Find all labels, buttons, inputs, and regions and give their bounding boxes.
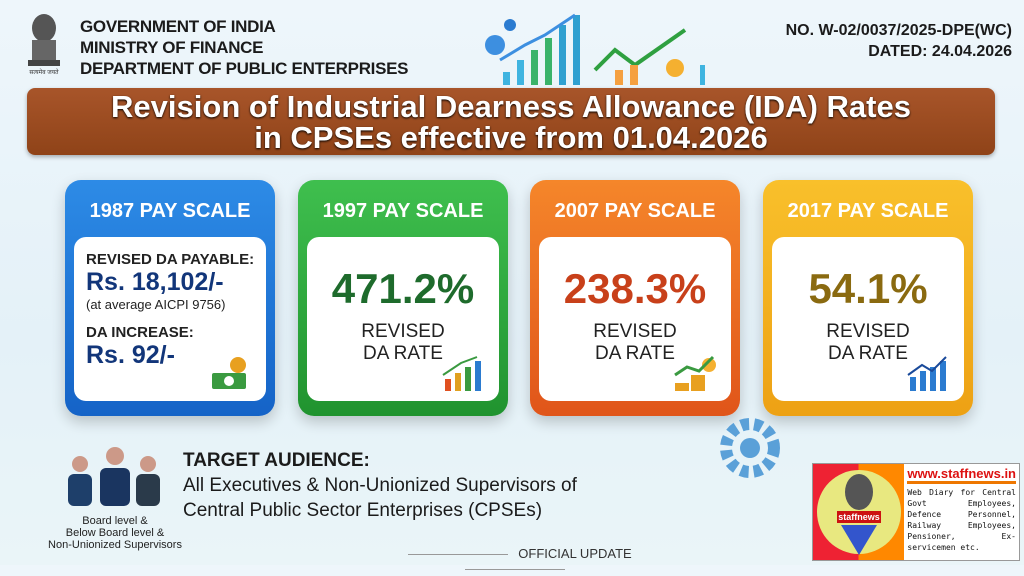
reference-block: NO. W-02/0037/2025-DPE(WC) DATED: 24.04.… xyxy=(786,20,1012,62)
title-line: Revision of Industrial Dearness Allowanc… xyxy=(111,89,911,124)
people-label-line: Board level & xyxy=(82,515,148,527)
rate-label: DA RATE xyxy=(363,343,443,364)
increase-value: Rs. 92/- xyxy=(86,341,175,369)
org-line: DEPARTMENT OF PUBLIC ENTERPRISES xyxy=(80,59,409,78)
card-1997-pay-scale: 1997 PAY SCALE 471.2% REVISED DA RATE xyxy=(298,180,508,416)
reference-number: NO. W-02/0037/2025-DPE(WC) xyxy=(785,22,1012,39)
card-header: 1987 PAY SCALE xyxy=(89,200,251,222)
title-banner: Revision of Industrial Dearness Allowanc… xyxy=(27,88,995,155)
title-line: in CPSEs effective from 01.04.2026 xyxy=(254,120,768,155)
card-header: 1997 PAY SCALE xyxy=(322,200,484,222)
people-label-line: Below Board level & xyxy=(65,527,165,539)
staffnews-logo[interactable]: staffnews www.staffnews.in Web Diary for… xyxy=(812,463,1020,561)
website-link[interactable]: www.staffnews.in xyxy=(907,466,1016,484)
payable-value: Rs. 18,102/- xyxy=(86,268,224,296)
da-rate-value: 238.3% xyxy=(563,265,707,312)
target-audience-text: All Executives & Non-Unionized Superviso… xyxy=(183,475,577,496)
people-label: Board level & Below Board level & Non-Un… xyxy=(40,515,190,551)
target-audience-heading: TARGET AUDIENCE: xyxy=(183,450,370,471)
bar-chart-icon xyxy=(907,356,947,391)
org-line: MINISTRY OF FINANCE xyxy=(80,38,264,57)
date: DATED: 24.04.2026 xyxy=(868,43,1012,60)
card-header: 2007 PAY SCALE xyxy=(554,200,716,222)
national-emblem-icon: सत्यमेव जयते xyxy=(28,14,60,76)
card-1987-pay-scale: 1987 PAY SCALE REVISED DA PAYABLE: Rs. 1… xyxy=(65,180,275,416)
coins-growth-icon xyxy=(674,355,716,391)
gear-icon xyxy=(720,418,780,478)
logo-text: staffnews xyxy=(838,512,880,522)
card-header: 2017 PAY SCALE xyxy=(787,200,949,222)
rate-label: DA RATE xyxy=(595,343,675,364)
rate-label: REVISED xyxy=(361,321,445,342)
money-gear-icon xyxy=(212,357,246,389)
org-line: GOVERNMENT OF INDIA xyxy=(80,17,276,36)
logo-description: Web Diary for Central Govt Employees, De… xyxy=(907,488,1016,552)
aicpi-note: (at average AICPI 9756) xyxy=(86,297,226,312)
growth-chart-icon xyxy=(485,13,705,85)
official-update-label: OFFICIAL UPDATE xyxy=(340,546,690,576)
da-rate-value: 54.1% xyxy=(808,265,928,312)
card-2017-pay-scale: 2017 PAY SCALE 54.1% REVISED DA RATE xyxy=(763,180,973,416)
bar-chart-icon xyxy=(442,356,481,391)
target-audience-text: Central Public Sector Enterprises (CPSEs… xyxy=(183,500,543,521)
rate-label: DA RATE xyxy=(828,343,908,364)
people-label-line: Non-Unionized Supervisors xyxy=(48,539,182,551)
card-2007-pay-scale: 2007 PAY SCALE 238.3% REVISED DA RATE xyxy=(530,180,740,416)
da-rate-value: 471.2% xyxy=(331,265,475,312)
rate-label: REVISED xyxy=(593,321,677,342)
people-icon xyxy=(68,447,160,506)
svg-text:सत्यमेव जयते: सत्यमेव जयते xyxy=(29,68,59,76)
organization-name: GOVERNMENT OF INDIA MINISTRY OF FINANCE … xyxy=(80,16,409,79)
payable-label: REVISED DA PAYABLE: xyxy=(86,251,255,268)
increase-label: DA INCREASE: xyxy=(86,324,194,341)
rate-label: REVISED xyxy=(826,321,910,342)
microphone-logo-icon: staffnews xyxy=(816,470,901,555)
target-audience: TARGET AUDIENCE: All Executives & Non-Un… xyxy=(183,450,577,522)
